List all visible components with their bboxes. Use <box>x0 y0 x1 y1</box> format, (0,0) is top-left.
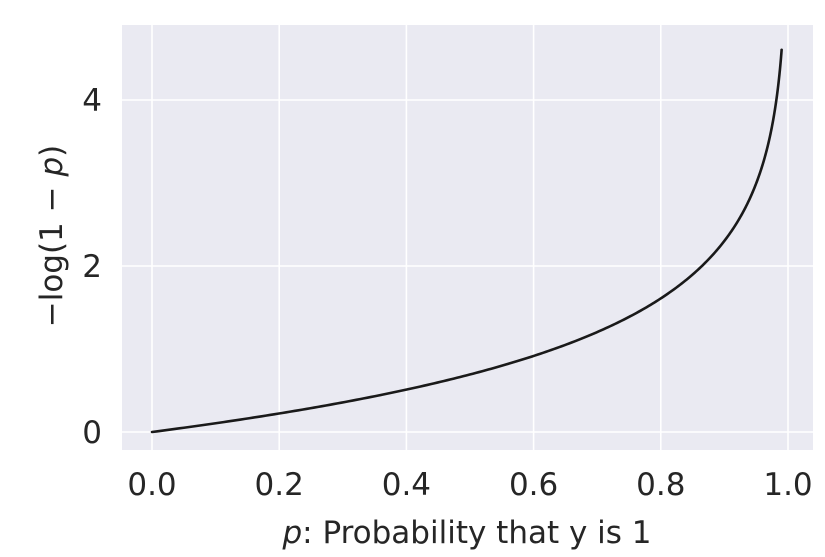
y-tick-label: 2 <box>82 249 102 285</box>
x-tick-label: 1.0 <box>763 467 812 503</box>
x-tick-label: 0.6 <box>509 467 558 503</box>
x-tick-labels: 0.0 0.2 0.4 0.6 0.8 1.0 <box>127 467 812 503</box>
x-tick-label: 0.0 <box>127 467 176 503</box>
data-line <box>150 48 783 434</box>
x-tick-label: 0.2 <box>255 467 304 503</box>
x-tick-label: 0.4 <box>382 467 431 503</box>
y-axis-label: −log(1 − p) <box>34 145 70 328</box>
y-tick-labels: 0 2 4 <box>82 83 102 451</box>
x-tick-label: 0.8 <box>636 467 685 503</box>
y-tick-label: 0 <box>82 415 102 451</box>
gridlines <box>122 25 813 450</box>
plot-area <box>122 25 813 450</box>
x-axis-label: p: Probability that y is 1 <box>281 515 651 551</box>
y-tick-label: 4 <box>82 83 102 119</box>
